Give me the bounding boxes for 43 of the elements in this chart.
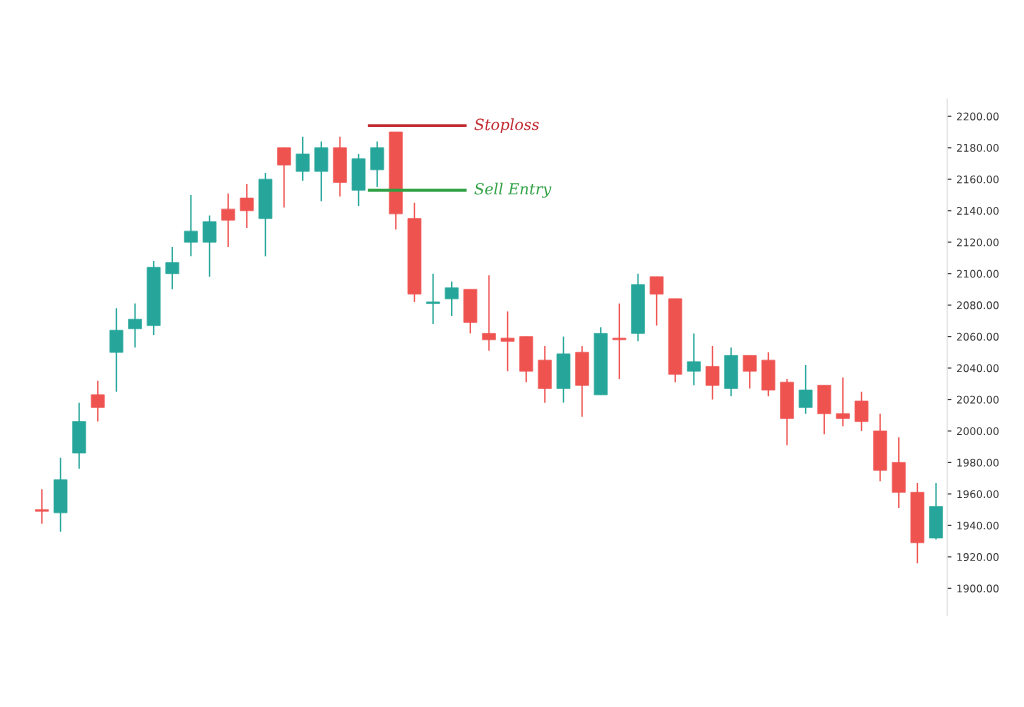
ref-line-label: Sell Entry	[474, 182, 552, 198]
y-tick-label: 1960.00	[957, 490, 999, 499]
candlestick	[854, 390, 869, 432]
y-tick-label: 2020.00	[956, 395, 999, 404]
candlestick	[128, 302, 142, 349]
candlestick	[444, 280, 459, 317]
candlestick	[184, 194, 198, 258]
candlestick	[482, 274, 496, 352]
candlestick	[239, 183, 254, 229]
y-tick-label: 2160.00	[956, 175, 999, 184]
candlestick	[686, 332, 701, 387]
candlestick	[90, 379, 105, 423]
y-tick-label: 2200.00	[956, 112, 999, 121]
ref-line-label: Stoploss	[474, 118, 539, 134]
candlestick	[612, 302, 627, 380]
y-tick-label: 1940.00	[957, 521, 999, 530]
candlestick	[426, 272, 440, 325]
candlestick	[370, 140, 385, 188]
y-tick-label: 2120.00	[956, 238, 999, 247]
candlestick	[277, 147, 291, 209]
candlestick	[202, 214, 217, 278]
candlestick	[836, 376, 850, 427]
y-tick-label: 1900.00	[957, 584, 999, 593]
candlestick	[649, 276, 664, 327]
y-tick-label: 2180.00	[956, 143, 999, 152]
candlestick	[165, 246, 180, 291]
y-tick-label: 1980.00	[957, 458, 999, 467]
y-tick-label: 1920.00	[957, 553, 999, 561]
y-tick-label: 2100.00	[956, 269, 999, 278]
candlestick	[500, 310, 515, 372]
y-tick-label: 2140.00	[956, 206, 999, 215]
candlestick	[295, 136, 310, 182]
y-tick-label: 2060.00	[956, 332, 999, 341]
candlestick	[705, 345, 720, 401]
candlestick	[798, 364, 813, 415]
y-tick-label: 2000.00	[956, 427, 999, 436]
candlestick	[109, 307, 124, 393]
candlestick	[742, 354, 757, 390]
candlestick	[221, 192, 236, 248]
y-tick-label: 2080.00	[956, 301, 999, 310]
y-tick-label: 2040.00	[956, 364, 999, 373]
candlestick	[35, 488, 49, 525]
candlestick	[314, 140, 329, 202]
